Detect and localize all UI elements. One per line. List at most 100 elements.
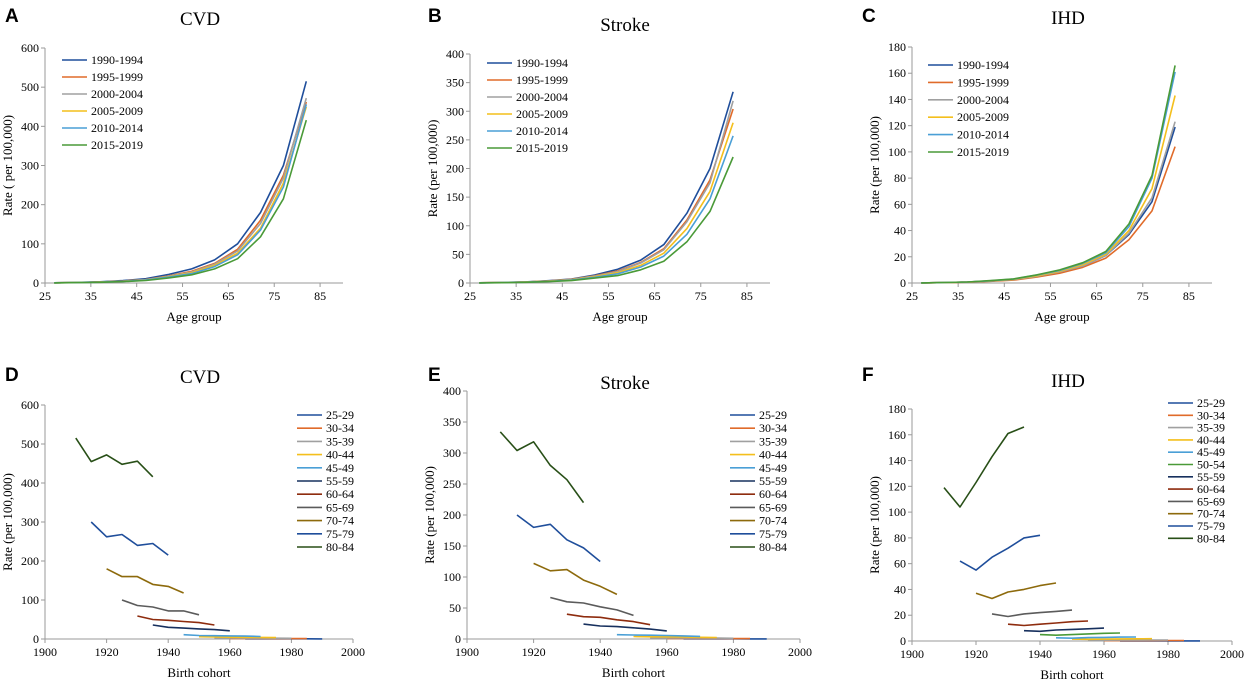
legend-label: 45-49 [326,461,354,475]
y-tick-label: 50 [452,247,464,261]
legend-label: 2015-2019 [516,141,568,155]
legend-label: 1990-1994 [516,56,568,70]
series-line-80-84 [75,437,154,478]
legend-label: 2015-2019 [957,145,1009,159]
series-line-60-64 [137,615,215,626]
series-line-50-54 [1039,632,1121,637]
series-line-75-79 [516,514,601,563]
x-tick-label: 1940 [588,645,612,659]
panel-letter: A [5,6,19,27]
y-axis-label: Rate (per 100,000) [425,120,440,218]
panel-letter: E [428,365,441,386]
y-tick-label: 40 [894,582,906,596]
series-line-60-64 [566,613,651,626]
y-tick-label: 300 [443,446,461,460]
x-tick-label: 55 [177,289,189,303]
chart-panel-f: F IHD 0 20 40 60 80 100 120 140 160 180 1900 1920 1940… [862,365,1244,682]
series-line-45-49 [1055,636,1137,640]
panel-letter: B [428,6,442,27]
series-line-2015-2019 [479,156,734,284]
x-tick-label: 1900 [900,647,924,661]
y-tick-label: 50 [449,601,461,615]
y-tick-label: 100 [888,145,906,159]
legend-label: 25-29 [1197,396,1225,410]
x-tick-label: 1940 [156,645,180,659]
x-tick-label: 65 [649,289,661,303]
series-line-65-69 [121,599,200,616]
y-tick-label: 0 [455,632,461,646]
legend-label: 35-39 [759,434,787,448]
series-line-60-64 [1007,620,1089,627]
x-tick-label: 35 [85,289,97,303]
chart-title: Stroke [600,15,650,36]
legend-label: 45-49 [759,461,787,475]
legend-label: 65-69 [326,500,354,514]
y-tick-label: 300 [21,159,39,173]
chart-panel-a: A CVD 0 100 200 300 400 500 600 25 35 45 55 65 75 85 Age… [0,6,343,324]
legend-label: 25-29 [759,408,787,422]
x-tick-label: 55 [1044,289,1056,303]
legend-label: 70-74 [1197,507,1225,521]
legend-label: 2015-2019 [91,138,143,152]
legend-label: 2010-2014 [957,128,1009,142]
x-tick-label: 1960 [655,645,679,659]
y-tick-label: 0 [900,634,906,648]
panel-letter: C [862,6,876,27]
y-tick-label: 0 [458,276,464,290]
x-tick-label: 65 [222,289,234,303]
chart-title: Stroke [600,373,650,394]
x-tick-label: 75 [695,289,707,303]
x-tick-label: 55 [602,289,614,303]
x-tick-label: 85 [314,289,326,303]
chart-title: CVD [180,9,220,30]
x-tick-label: 25 [906,289,918,303]
legend-label: 2005-2009 [516,107,568,121]
y-tick-label: 0 [900,276,906,290]
legend-label: 80-84 [1197,531,1225,545]
series-line-55-59 [1023,627,1105,633]
y-tick-label: 140 [888,92,906,106]
y-tick-label: 80 [894,531,906,545]
y-axis-label: Rate (per 100,000) [867,116,882,214]
series-line-55-59 [583,623,667,632]
legend-label: 60-64 [326,487,354,501]
x-tick-label: 45 [998,289,1010,303]
legend-label: 60-64 [759,487,787,501]
x-tick-label: 1980 [721,645,745,659]
y-tick-label: 120 [888,119,906,133]
series-line-2015-2019 [54,119,308,284]
legend-label: 75-79 [759,527,787,541]
legend-label: 1990-1994 [957,58,1009,72]
panel-letter: D [5,365,19,386]
series-line-2015-2019 [921,65,1176,284]
y-tick-label: 300 [21,515,39,529]
y-tick-label: 500 [21,80,39,94]
x-axis-label: Age group [166,309,221,324]
chart-panel-b: B Stroke 0 50 100 150 200 250 300 350 400 25 35 45 55 6… [425,6,770,324]
y-axis-label: Rate (per 100,000) [0,473,15,571]
y-tick-label: 160 [888,428,906,442]
y-tick-label: 0 [33,276,39,290]
y-tick-label: 400 [446,47,464,61]
y-tick-label: 140 [888,454,906,468]
legend-label: 30-34 [759,421,787,435]
y-tick-label: 350 [443,415,461,429]
x-tick-label: 35 [510,289,522,303]
y-tick-label: 180 [888,40,906,54]
legend-label: 35-39 [326,434,354,448]
x-tick-label: 2000 [1220,647,1244,661]
x-tick-label: 65 [1091,289,1103,303]
legend-label: 1995-1999 [91,70,143,84]
series-line-65-69 [991,609,1073,618]
y-tick-label: 400 [21,119,39,133]
chart-title: CVD [180,367,220,388]
x-tick-label: 85 [1183,289,1195,303]
legend-label: 75-79 [1197,519,1225,533]
legend-label: 2000-2004 [516,90,568,104]
series-line-70-74 [106,568,184,594]
y-tick-label: 600 [21,41,39,55]
legend-label: 1990-1994 [91,53,143,67]
legend-label: 55-59 [326,474,354,488]
chart-panel-c: C IHD 0 20 40 60 80 100 120 140 160 180 25 35 45 55 65 75… [862,6,1212,324]
x-tick-label: 1920 [95,645,119,659]
